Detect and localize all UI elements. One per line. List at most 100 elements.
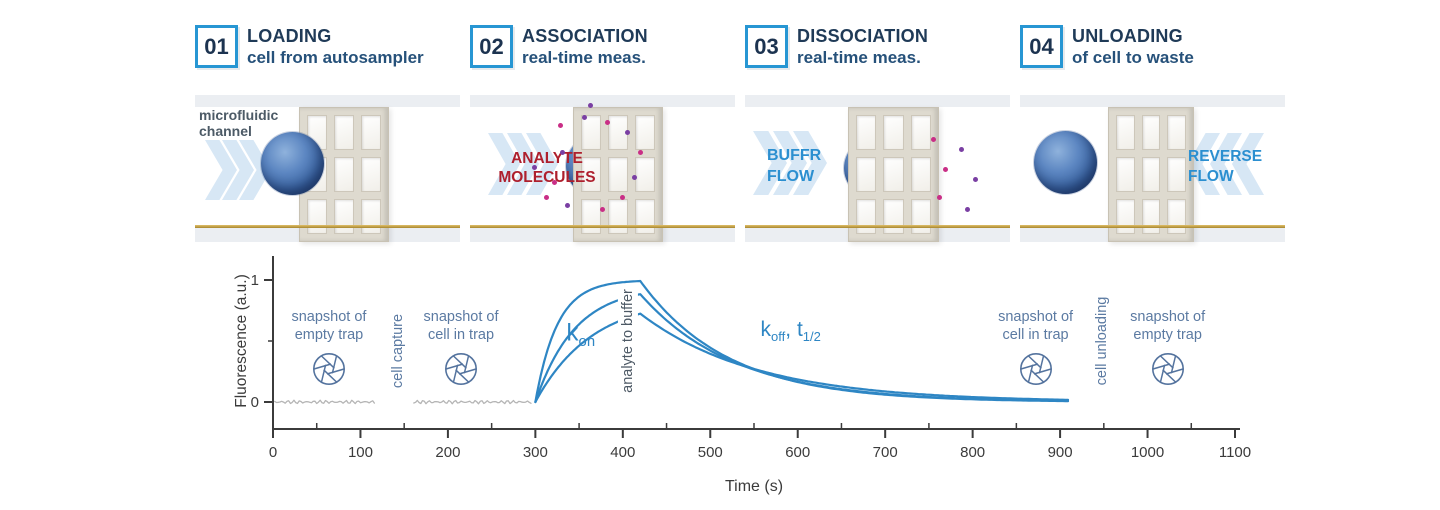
step-02: 02 ASSOCIATION real-time meas. ANALYTE M… bbox=[470, 25, 735, 242]
step-title: UNLOADING bbox=[1072, 26, 1183, 46]
fluorescence-chart-canvas: 0 1 0 100 200 300 400 500 600 700 800 900 1000 1100 Ti… bbox=[233, 256, 1251, 495]
substrate-line bbox=[470, 225, 735, 228]
trap-window bbox=[635, 115, 655, 150]
x-tick-label: 0 bbox=[269, 444, 277, 461]
analyte-molecule-dot bbox=[620, 195, 625, 200]
trap-window bbox=[883, 199, 904, 234]
analyte-molecules-label: ANALYTE MOLECULES bbox=[498, 150, 596, 186]
x-tick-label: 900 bbox=[1048, 444, 1073, 461]
analyte-molecule-dot bbox=[931, 137, 936, 142]
trap-window bbox=[635, 157, 655, 192]
aperture-snapshot-icon bbox=[1151, 353, 1184, 386]
baseline-cell-in-trap bbox=[413, 399, 532, 405]
panel-unloading-illustration: REVERSE FLOW bbox=[1020, 95, 1285, 242]
step-03-header: 03 DISSOCIATION real-time meas. bbox=[745, 25, 1010, 68]
analyte-molecule-dot bbox=[965, 207, 970, 212]
cell-capture-label: cell capture bbox=[389, 313, 406, 388]
step-02-header: 02 ASSOCIATION real-time meas. bbox=[470, 25, 735, 68]
binding-curve-slow bbox=[534, 312, 1070, 404]
step-number-box: 03 bbox=[745, 25, 788, 68]
snapshot-empty-trap-right-label: snapshot of empty trap bbox=[1130, 309, 1206, 344]
trap-window bbox=[856, 115, 877, 150]
trap-window bbox=[883, 157, 904, 192]
y-tick-label: 1 bbox=[251, 272, 259, 289]
trap-window bbox=[635, 199, 655, 234]
analyte-molecule-dot bbox=[560, 150, 565, 155]
panel-association-illustration: ANALYTE MOLECULES bbox=[470, 95, 735, 242]
substrate-line bbox=[195, 225, 460, 228]
step-subtitle: real-time meas. bbox=[522, 48, 646, 67]
buffer-flow-label: BUFFR FLOW bbox=[767, 147, 822, 185]
step-subtitle: of cell to waste bbox=[1072, 48, 1194, 67]
koff-thalf-label: koff, t1/2 bbox=[760, 318, 821, 345]
step-title: LOADING bbox=[247, 26, 332, 46]
step-01: 01 LOADING cell from autosampler microfl… bbox=[195, 25, 460, 242]
cell-trap-icon bbox=[573, 107, 663, 242]
analyte-molecule-dot bbox=[600, 207, 605, 212]
trap-window bbox=[1141, 157, 1161, 192]
x-tick-label: 100 bbox=[348, 444, 373, 461]
step-number-box: 04 bbox=[1020, 25, 1063, 68]
analyte-molecule-dot bbox=[552, 180, 557, 185]
trap-window bbox=[1141, 115, 1161, 150]
trap-window bbox=[1167, 115, 1186, 150]
trap-window bbox=[608, 157, 628, 192]
x-tick-label: 200 bbox=[435, 444, 460, 461]
y-tick-label: 0 bbox=[251, 394, 259, 411]
step-title: ASSOCIATION bbox=[522, 26, 648, 46]
cell-icon bbox=[261, 132, 324, 195]
trap-window bbox=[361, 115, 381, 150]
microfluidic-channel-label: microfluidic channel bbox=[199, 107, 279, 140]
analyte-molecule-dot bbox=[605, 120, 610, 125]
step-title: DISSOCIATION bbox=[797, 26, 929, 46]
baseline-empty-trap bbox=[274, 399, 376, 405]
trap-window bbox=[910, 157, 931, 192]
analyte-molecule-dot bbox=[937, 195, 942, 200]
binding-curve-mid bbox=[534, 293, 1070, 404]
analyte-molecule-dot bbox=[638, 150, 643, 155]
analyte-molecule-dot bbox=[625, 130, 630, 135]
trap-window bbox=[581, 199, 601, 234]
analyte-molecule-dot bbox=[532, 165, 537, 170]
snapshot-empty-trap-left-label: snapshot of empty trap bbox=[291, 309, 367, 344]
trap-window bbox=[856, 157, 877, 192]
aperture-snapshot-icon bbox=[1019, 353, 1052, 386]
x-axis-title: Time (s) bbox=[725, 478, 783, 495]
aperture-snapshot-icon bbox=[445, 353, 478, 386]
analyte-molecule-dot bbox=[973, 177, 978, 182]
trap-window bbox=[361, 199, 381, 234]
x-tick-label: 500 bbox=[698, 444, 723, 461]
x-tick-label: 800 bbox=[960, 444, 985, 461]
analyte-to-buffer-label: analyte to buffer bbox=[618, 286, 639, 396]
trap-window bbox=[334, 157, 354, 192]
reverse-flow-label: REVERSE FLOW bbox=[1188, 148, 1263, 186]
trap-window bbox=[1167, 157, 1186, 192]
trap-window bbox=[361, 157, 381, 192]
trap-window bbox=[910, 115, 931, 150]
step-04-header: 04 UNLOADING of cell to waste bbox=[1020, 25, 1285, 68]
step-01-header: 01 LOADING cell from autosampler bbox=[195, 25, 460, 68]
analyte-molecule-dot bbox=[582, 115, 587, 120]
trap-window bbox=[334, 115, 354, 150]
trap-window bbox=[581, 115, 601, 150]
snapshot-cell-in-trap-right-label: snapshot of cell in trap bbox=[998, 309, 1074, 344]
step-number-box: 02 bbox=[470, 25, 513, 68]
analyte-molecule-dot bbox=[565, 203, 570, 208]
step-04: 04 UNLOADING of cell to waste REVERSE FL… bbox=[1020, 25, 1285, 242]
kon-label: kon bbox=[566, 319, 596, 350]
step-subtitle: cell from autosampler bbox=[247, 48, 424, 67]
chart-annotation-layer: snapshot of empty trap cell capture snapsho… bbox=[0, 250, 1440, 510]
substrate-line bbox=[1020, 225, 1285, 228]
panel-dissociation-illustration: BUFFR FLOW bbox=[745, 95, 1010, 242]
trap-window bbox=[856, 199, 877, 234]
x-tick-label: 600 bbox=[785, 444, 810, 461]
trap-window bbox=[910, 199, 931, 234]
y-axis-title: Fluorescence (a.u.) bbox=[233, 274, 250, 408]
x-tick-label: 1100 bbox=[1219, 444, 1251, 461]
analyte-molecule-dot bbox=[632, 175, 637, 180]
trap-window bbox=[1116, 115, 1135, 150]
trap-window bbox=[1116, 157, 1135, 192]
step-03: 03 DISSOCIATION real-time meas. BUFFR FL… bbox=[745, 25, 1010, 242]
fluorescence-chart: 0 1 0 100 200 300 400 500 600 700 800 900 1000 1100 Ti… bbox=[0, 250, 1440, 510]
